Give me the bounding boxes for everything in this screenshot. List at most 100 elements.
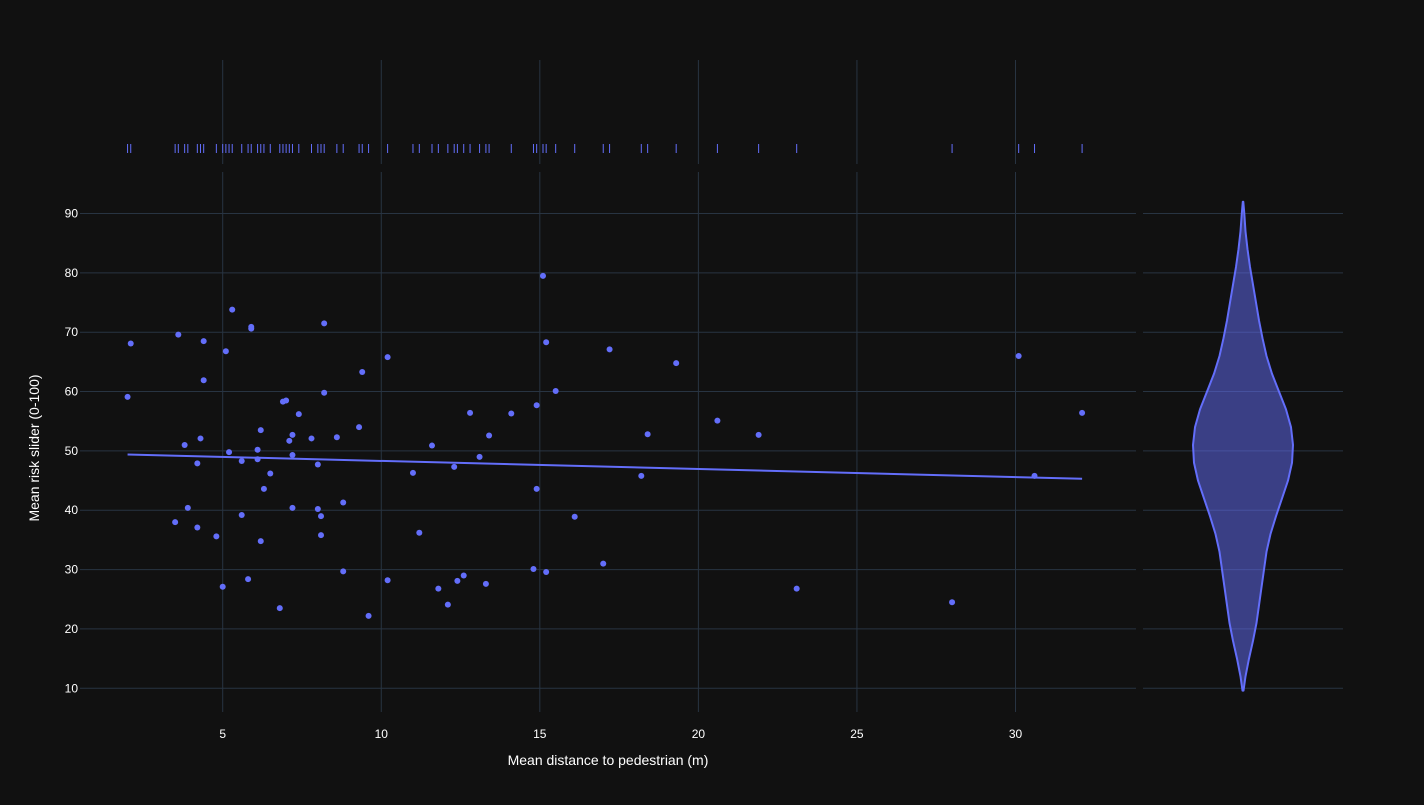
scatter-point bbox=[340, 568, 347, 575]
scatter-point bbox=[543, 568, 550, 575]
x-tick-label: 20 bbox=[692, 727, 706, 741]
rug-layer bbox=[127, 144, 1083, 153]
scatter-point bbox=[213, 533, 220, 540]
scatter-point bbox=[314, 506, 321, 513]
scatter-point bbox=[194, 460, 201, 467]
violin-shape bbox=[1192, 200, 1294, 692]
scatter-point bbox=[600, 560, 607, 567]
scatter-point bbox=[226, 449, 233, 456]
scatter-point bbox=[200, 377, 207, 384]
scatter-point bbox=[606, 346, 613, 353]
x-tick-label: 15 bbox=[533, 727, 547, 741]
x-tick-label: 10 bbox=[375, 727, 389, 741]
y-tick-label: 70 bbox=[65, 325, 79, 339]
scatter-point bbox=[333, 434, 340, 441]
scatter-point bbox=[260, 485, 267, 492]
scatter-point bbox=[793, 585, 800, 592]
scatter-point bbox=[1031, 472, 1038, 479]
scatter-point bbox=[254, 456, 261, 463]
scatter-point bbox=[308, 435, 315, 442]
scatter-point bbox=[409, 469, 416, 476]
scatter-point bbox=[384, 577, 391, 584]
scatter-point bbox=[435, 585, 442, 592]
scatter-point bbox=[219, 583, 226, 590]
scatter-point bbox=[318, 513, 325, 520]
y-axis-title: Mean risk slider (0-100) bbox=[26, 374, 42, 521]
scatter-point bbox=[482, 580, 489, 587]
scatter-point bbox=[530, 565, 537, 572]
scatter-point bbox=[321, 389, 328, 396]
y-tick-label: 20 bbox=[65, 622, 79, 636]
scatter-point bbox=[356, 424, 363, 431]
main-panel-grid bbox=[80, 172, 1136, 712]
scatter-point bbox=[416, 529, 423, 536]
scatter-point bbox=[222, 348, 229, 355]
scatter-point bbox=[359, 368, 366, 375]
scatter-point bbox=[200, 338, 207, 345]
x-tick-label: 5 bbox=[219, 727, 226, 741]
scatter-point bbox=[543, 339, 550, 346]
scatter-point bbox=[289, 431, 296, 438]
scatter-point bbox=[257, 538, 264, 545]
scatter-point bbox=[257, 427, 264, 434]
scatter-point bbox=[238, 457, 245, 464]
scatter-point bbox=[533, 402, 540, 409]
scatter-point bbox=[238, 511, 245, 518]
y-tick-label: 40 bbox=[65, 503, 79, 517]
scatter-point bbox=[571, 513, 578, 520]
scatter-point bbox=[1079, 409, 1086, 416]
scatter-point bbox=[508, 410, 515, 417]
scatter-point bbox=[245, 576, 252, 583]
scatter-point bbox=[476, 453, 483, 460]
scatter-point bbox=[283, 397, 290, 404]
x-tick-label: 25 bbox=[850, 727, 864, 741]
scatter-point bbox=[197, 435, 204, 442]
scatter-point bbox=[286, 437, 293, 444]
scatter-point bbox=[714, 417, 721, 424]
scatter-point bbox=[289, 504, 296, 511]
scatter-point bbox=[127, 340, 134, 347]
trendline bbox=[127, 453, 1083, 480]
rug-panel-grid bbox=[222, 60, 1016, 164]
scatter-point bbox=[365, 612, 372, 619]
scatter-point bbox=[340, 499, 347, 506]
scatter-point bbox=[429, 442, 435, 449]
scatter-point bbox=[289, 452, 296, 459]
scatter-point bbox=[229, 306, 236, 313]
y-tick-label: 50 bbox=[65, 444, 79, 458]
scatter-point bbox=[172, 519, 179, 526]
trendline-layer bbox=[127, 453, 1083, 480]
y-tick-label: 30 bbox=[65, 563, 79, 577]
scatter-point bbox=[254, 446, 261, 453]
y-tick-label: 10 bbox=[65, 681, 79, 695]
scatter-point bbox=[539, 272, 546, 279]
scatter-point bbox=[321, 320, 328, 327]
x-axis-title: Mean distance to pedestrian (m) bbox=[508, 752, 709, 768]
scatter-point bbox=[486, 432, 493, 439]
scatter-point bbox=[276, 605, 283, 612]
scatter-point bbox=[314, 461, 321, 468]
scatter-point bbox=[384, 354, 391, 361]
scatter-point bbox=[444, 601, 451, 608]
scatter-point bbox=[248, 325, 255, 332]
scatter-point bbox=[755, 431, 762, 438]
scatter-point bbox=[460, 572, 467, 579]
x-tick-label: 30 bbox=[1009, 727, 1023, 741]
scatter-point bbox=[267, 470, 274, 477]
scatter-point bbox=[533, 485, 540, 492]
scatter-point bbox=[644, 431, 651, 438]
violin-layer bbox=[1192, 200, 1294, 692]
scatter-point bbox=[181, 441, 188, 448]
scatter-point bbox=[638, 472, 645, 479]
scatter-point bbox=[454, 577, 461, 584]
x-tick-labels: 5 10 15 20 25 30 bbox=[219, 727, 1022, 741]
y-tick-label: 60 bbox=[65, 385, 79, 399]
scatter-point bbox=[194, 524, 201, 531]
scatter-point bbox=[318, 532, 325, 539]
scatter-point bbox=[1015, 352, 1022, 359]
scatter-point bbox=[673, 360, 680, 367]
scatter-point bbox=[295, 411, 302, 418]
scatter-point bbox=[949, 599, 956, 606]
